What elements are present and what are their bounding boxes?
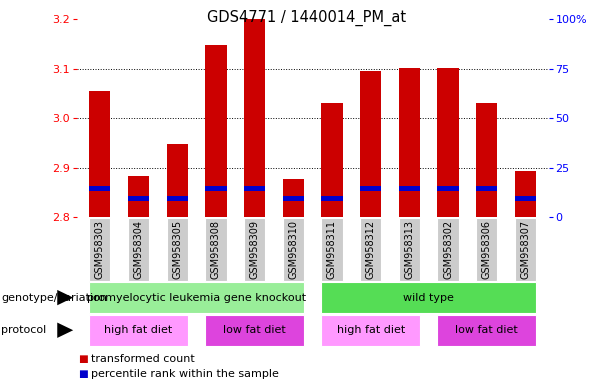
Bar <box>89 282 304 313</box>
Bar <box>89 186 110 191</box>
Bar <box>205 315 304 346</box>
Text: GSM958311: GSM958311 <box>327 220 337 279</box>
Text: wild type: wild type <box>403 293 454 303</box>
Bar <box>360 218 381 281</box>
Bar <box>321 315 420 346</box>
Text: GSM958307: GSM958307 <box>520 220 530 280</box>
Text: GSM958304: GSM958304 <box>134 220 143 279</box>
Bar <box>205 186 227 191</box>
Polygon shape <box>57 290 73 305</box>
Bar <box>89 218 110 281</box>
Bar <box>244 218 265 281</box>
Bar <box>128 176 149 217</box>
Text: GSM958305: GSM958305 <box>172 220 182 280</box>
Bar <box>244 186 265 191</box>
Bar <box>476 218 497 281</box>
Text: ■: ■ <box>78 354 88 364</box>
Bar <box>438 186 459 191</box>
Bar <box>515 172 536 217</box>
Text: GSM958303: GSM958303 <box>95 220 105 279</box>
Text: low fat diet: low fat diet <box>455 325 518 335</box>
Text: high fat diet: high fat diet <box>104 325 173 335</box>
Bar <box>515 218 536 281</box>
Bar <box>398 68 420 217</box>
Text: low fat diet: low fat diet <box>223 325 286 335</box>
Text: genotype/variation: genotype/variation <box>1 293 107 303</box>
Bar <box>205 218 227 281</box>
Bar <box>128 196 149 201</box>
Bar <box>283 196 304 201</box>
Bar <box>476 103 497 217</box>
Text: percentile rank within the sample: percentile rank within the sample <box>91 369 279 379</box>
Bar <box>167 196 188 201</box>
Text: high fat diet: high fat diet <box>337 325 405 335</box>
Bar <box>244 19 265 217</box>
Text: promyelocytic leukemia gene knockout: promyelocytic leukemia gene knockout <box>87 293 306 303</box>
Bar <box>438 315 536 346</box>
Text: GSM958313: GSM958313 <box>405 220 414 279</box>
Bar <box>438 68 459 217</box>
Bar <box>360 186 381 191</box>
Bar <box>89 315 188 346</box>
Bar <box>321 196 343 201</box>
Bar <box>321 218 343 281</box>
Bar <box>167 218 188 281</box>
Bar <box>321 282 536 313</box>
Bar <box>398 218 420 281</box>
Bar <box>321 103 343 217</box>
Text: GSM958306: GSM958306 <box>482 220 492 279</box>
Polygon shape <box>57 323 73 338</box>
Text: GSM958310: GSM958310 <box>288 220 299 279</box>
Bar <box>205 45 227 217</box>
Bar <box>360 71 381 217</box>
Text: transformed count: transformed count <box>91 354 195 364</box>
Bar <box>515 196 536 201</box>
Text: ■: ■ <box>78 369 88 379</box>
Bar <box>438 218 459 281</box>
Bar <box>283 218 304 281</box>
Bar <box>283 179 304 217</box>
Bar <box>89 91 110 217</box>
Text: GSM958302: GSM958302 <box>443 220 453 280</box>
Text: protocol: protocol <box>1 325 47 335</box>
Text: GSM958309: GSM958309 <box>249 220 259 279</box>
Text: GDS4771 / 1440014_PM_at: GDS4771 / 1440014_PM_at <box>207 10 406 26</box>
Text: GSM958312: GSM958312 <box>366 220 376 280</box>
Bar <box>167 144 188 217</box>
Bar <box>128 218 149 281</box>
Bar <box>476 186 497 191</box>
Bar <box>398 186 420 191</box>
Text: GSM958308: GSM958308 <box>211 220 221 279</box>
